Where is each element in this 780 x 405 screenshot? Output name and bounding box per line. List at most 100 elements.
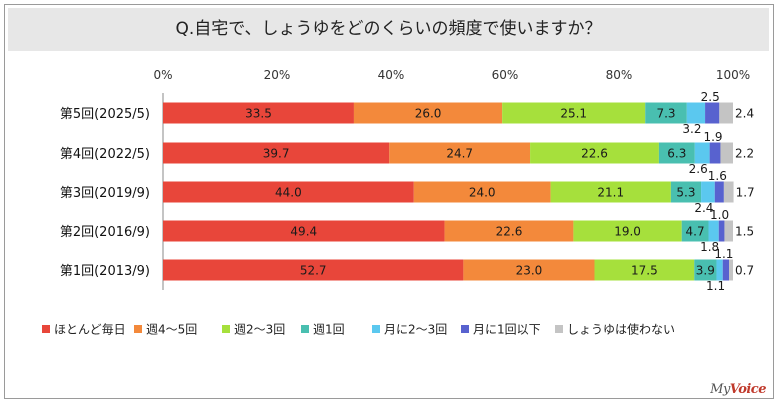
bar-segment bbox=[729, 259, 733, 281]
legend-swatch bbox=[372, 325, 380, 333]
bar-segment bbox=[720, 142, 733, 164]
data-label: 22.6 bbox=[496, 225, 523, 239]
x-tick-label: 20% bbox=[264, 68, 291, 82]
bar-segment bbox=[389, 142, 531, 164]
legend-swatch bbox=[555, 325, 563, 333]
bar-segment bbox=[718, 220, 725, 242]
data-label: 23.0 bbox=[516, 264, 543, 278]
category-label: 第5回(2025/5) bbox=[60, 107, 150, 122]
bar-segment bbox=[708, 220, 719, 242]
bar-segment bbox=[722, 259, 730, 281]
data-label: 1.7 bbox=[736, 186, 755, 200]
data-label: 1.5 bbox=[735, 225, 754, 239]
data-label: 1.6 bbox=[708, 169, 727, 183]
bar-segment bbox=[163, 102, 354, 124]
bar-segment bbox=[701, 181, 715, 203]
data-label: 6.3 bbox=[667, 147, 686, 161]
data-label: 52.7 bbox=[300, 264, 327, 278]
bar-segment bbox=[705, 102, 720, 124]
x-tick-label: 60% bbox=[492, 68, 519, 82]
bar-segment bbox=[163, 142, 390, 164]
logo-suffix: Voice bbox=[729, 382, 767, 397]
data-label: 2.4 bbox=[735, 107, 754, 121]
data-label: 2.2 bbox=[735, 147, 754, 161]
x-tick-label: 80% bbox=[606, 68, 633, 82]
data-label: 22.6 bbox=[581, 147, 608, 161]
data-label: 7.3 bbox=[656, 107, 675, 121]
legend-label: 週2～3回 bbox=[234, 323, 285, 337]
bar-segment bbox=[724, 220, 733, 242]
data-label: 1.1 bbox=[714, 247, 733, 261]
data-label: 5.3 bbox=[676, 186, 695, 200]
bar-segment bbox=[686, 102, 706, 124]
category-label: 第4回(2022/5) bbox=[60, 147, 150, 162]
bar-segment bbox=[694, 259, 717, 281]
data-label: 19.0 bbox=[614, 225, 641, 239]
bar-segment bbox=[550, 181, 671, 203]
data-label: 2.6 bbox=[689, 162, 708, 176]
data-label: 1.9 bbox=[703, 130, 722, 144]
bar-segment bbox=[723, 181, 734, 203]
legend-swatch bbox=[134, 325, 142, 333]
bar-segment bbox=[716, 259, 723, 281]
bar-segment bbox=[573, 220, 682, 242]
legend-swatch bbox=[222, 325, 230, 333]
logo-prefix: My bbox=[710, 382, 730, 397]
bar-segment bbox=[530, 142, 659, 164]
chart-title: Q.自宅で、しょうゆをどのくらいの頻度で使いますか？ bbox=[175, 19, 602, 39]
data-label: 49.4 bbox=[290, 225, 317, 239]
x-tick-label: 100% bbox=[716, 68, 750, 82]
category-label: 第3回(2019/9) bbox=[60, 186, 150, 201]
data-label: 39.7 bbox=[263, 147, 290, 161]
bar-segment bbox=[444, 220, 574, 242]
bar-segment bbox=[594, 259, 695, 281]
bar-segment bbox=[353, 102, 503, 124]
bar-segment bbox=[714, 181, 724, 203]
bar-segment bbox=[709, 142, 721, 164]
data-label: 1.1 bbox=[706, 279, 725, 293]
data-label: 21.1 bbox=[597, 186, 624, 200]
bar-segment bbox=[670, 181, 702, 203]
category-label: 第2回(2016/9) bbox=[60, 225, 150, 240]
x-tick-label: 0% bbox=[153, 68, 172, 82]
bar-segment bbox=[163, 259, 464, 281]
data-label: 4.7 bbox=[686, 225, 705, 239]
bar-segment bbox=[694, 142, 710, 164]
title-box: Q.自宅で、しょうゆをどのくらいの頻度で使いますか？ bbox=[8, 8, 769, 51]
data-label: 1.8 bbox=[700, 240, 719, 254]
legend-label: 月に2～3回 bbox=[384, 323, 447, 337]
bar-segment bbox=[163, 220, 445, 242]
data-label: 3.2 bbox=[682, 122, 701, 136]
legend-label: 週1回 bbox=[313, 323, 345, 337]
data-label: 2.5 bbox=[701, 90, 720, 104]
data-label: 17.5 bbox=[631, 264, 658, 278]
bar-segment bbox=[645, 102, 687, 124]
data-label: 25.1 bbox=[560, 107, 587, 121]
category-label: 第1回(2013/9) bbox=[60, 264, 150, 279]
legend-swatch bbox=[301, 325, 309, 333]
legend-label: 週4～5回 bbox=[146, 323, 197, 337]
bar-segment bbox=[719, 102, 733, 124]
myvoice-logo: MyVoice bbox=[710, 382, 766, 397]
data-label: 3.9 bbox=[696, 264, 715, 278]
x-tick-label: 40% bbox=[378, 68, 405, 82]
legend-label: ほとんど毎日 bbox=[54, 322, 126, 337]
data-label: 2.4 bbox=[694, 201, 713, 215]
data-label: 1.0 bbox=[710, 208, 729, 222]
legend-swatch bbox=[461, 325, 469, 333]
bar-segment bbox=[463, 259, 595, 281]
bar-segment bbox=[502, 102, 646, 124]
data-label: 0.7 bbox=[735, 264, 754, 278]
bar-segment bbox=[413, 181, 551, 203]
legend-label: しょうゆは使わない bbox=[567, 322, 675, 337]
legend-swatch bbox=[42, 325, 50, 333]
data-label: 44.0 bbox=[275, 186, 302, 200]
data-label: 26.0 bbox=[415, 107, 442, 121]
data-label: 33.5 bbox=[245, 107, 272, 121]
bar-segment bbox=[658, 142, 695, 164]
legend-label: 月に1回以下 bbox=[473, 323, 541, 337]
bar-segment bbox=[681, 220, 709, 242]
bar-segment bbox=[163, 181, 414, 203]
data-label: 24.0 bbox=[469, 186, 496, 200]
data-label: 24.7 bbox=[446, 147, 473, 161]
